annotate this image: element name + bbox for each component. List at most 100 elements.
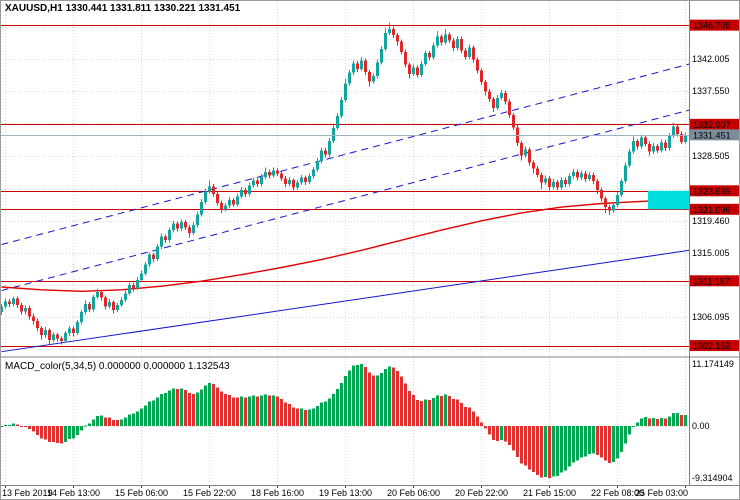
macd-histogram-bar: [620, 426, 623, 453]
macd-histogram-bar: [632, 426, 635, 428]
candle-body: [108, 302, 111, 307]
macd-histogram-bar: [228, 395, 231, 427]
macd-histogram-bar: [544, 426, 547, 478]
candle-body: [464, 50, 467, 57]
macd-histogram-bar: [436, 395, 439, 427]
macd-histogram-bar: [552, 426, 555, 477]
macd-histogram-bar: [440, 395, 443, 427]
macd-histogram-bar: [60, 426, 63, 444]
macd-histogram-bar: [592, 426, 595, 454]
candle-body: [324, 150, 327, 155]
trendline-solid[interactable]: [1, 249, 690, 353]
macd-histogram-bar: [432, 398, 435, 427]
macd-histogram-bar: [512, 426, 515, 451]
macd-histogram-bar: [88, 423, 91, 427]
macd-histogram-bar: [420, 400, 423, 427]
macd-histogram-bar: [368, 372, 371, 427]
macd-histogram-bar: [52, 426, 55, 443]
candle-body: [72, 328, 75, 333]
macd-histogram-bar: [572, 426, 575, 463]
candle-body: [608, 207, 611, 211]
macd-histogram-bar: [304, 409, 307, 427]
macd-histogram-bar: [276, 396, 279, 427]
candle-body: [436, 36, 439, 46]
candle-body: [560, 179, 563, 188]
macd-histogram-bar: [400, 376, 403, 427]
candle-body: [240, 189, 243, 197]
candle-body: [508, 101, 511, 116]
macd-histogram-bar: [100, 415, 103, 427]
macd-histogram-bar: [0, 426, 3, 428]
candle-body: [332, 128, 335, 141]
trendline-dashed[interactable]: [1, 63, 690, 246]
candle-body: [340, 99, 343, 116]
macd-histogram-bar: [32, 426, 35, 432]
macd-histogram-bar: [84, 425, 87, 427]
time-axis-label: 15 Feb 06:00: [115, 488, 168, 498]
macd-histogram-bar: [24, 426, 27, 428]
macd-histogram-bar: [484, 426, 487, 429]
current-price-badge-label: 1331.451: [693, 130, 731, 140]
macd-histogram-bar: [560, 426, 563, 473]
supply-demand-zone-rect[interactable]: [648, 190, 689, 210]
candle-body: [372, 76, 375, 82]
macd-histogram-bar: [256, 396, 259, 427]
candle-body: [680, 133, 683, 143]
macd-histogram-bar: [4, 425, 7, 427]
macd-histogram-bar: [224, 394, 227, 427]
trendline-dashed[interactable]: [1, 109, 690, 292]
macd-histogram-bar: [248, 396, 251, 427]
macd-histogram-bar: [8, 424, 11, 427]
macd-histogram-bar: [340, 382, 343, 427]
level-price-badge-label: 1302.152: [693, 341, 731, 351]
candle-body: [200, 202, 203, 215]
moving-average-line[interactable]: [1, 198, 690, 292]
macd-histogram-bar: [456, 399, 459, 427]
candle-body: [76, 322, 79, 333]
candle-body: [540, 174, 543, 183]
macd-histogram-bar: [444, 394, 447, 427]
macd-histogram-bar: [136, 411, 139, 427]
candle-body: [556, 181, 559, 188]
time-axis-label: 20 Feb 06:00: [387, 488, 440, 498]
price-badge: [690, 185, 740, 197]
candle-body: [116, 304, 119, 310]
candle-body: [112, 302, 115, 310]
macd-histogram-bar: [212, 383, 215, 427]
time-axis-label: 21 Feb 15:00: [523, 488, 576, 498]
candle-body: [460, 38, 463, 51]
candle-body: [140, 273, 143, 280]
candle-body: [312, 169, 315, 177]
macd-histogram-bar: [676, 413, 679, 427]
candle-body: [36, 320, 39, 328]
candle-body: [212, 186, 215, 195]
macd-histogram-bar: [448, 395, 451, 427]
macd-histogram-bar: [48, 426, 51, 443]
candle-body: [356, 63, 359, 70]
price-axis-label: 1337.550: [692, 86, 730, 96]
macd-histogram-bar: [20, 426, 23, 428]
candle-body: [432, 45, 435, 58]
macd-histogram-bar: [516, 426, 519, 457]
candle-body: [596, 181, 599, 190]
macd-histogram-bar: [604, 426, 607, 461]
macd-histogram-bar: [28, 426, 31, 430]
candle-body: [320, 150, 323, 162]
macd-histogram-bar: [96, 416, 99, 427]
candle-body: [400, 41, 403, 52]
candle-body: [420, 64, 423, 75]
candle-body: [684, 134, 687, 143]
candle-body: [524, 149, 527, 156]
candle-body: [496, 97, 499, 108]
candle-body: [16, 298, 19, 305]
macd-histogram-bar: [168, 390, 171, 427]
candle-body: [628, 151, 631, 166]
time-axis-label: 14 Feb 13:00: [47, 488, 100, 498]
candle-body: [48, 330, 51, 341]
macd-histogram-bar: [652, 418, 655, 427]
candle-body: [244, 189, 247, 195]
macd-histogram-bar: [68, 426, 71, 440]
macd-axis-label: -9.314904: [692, 473, 733, 483]
candle-body: [160, 236, 163, 247]
